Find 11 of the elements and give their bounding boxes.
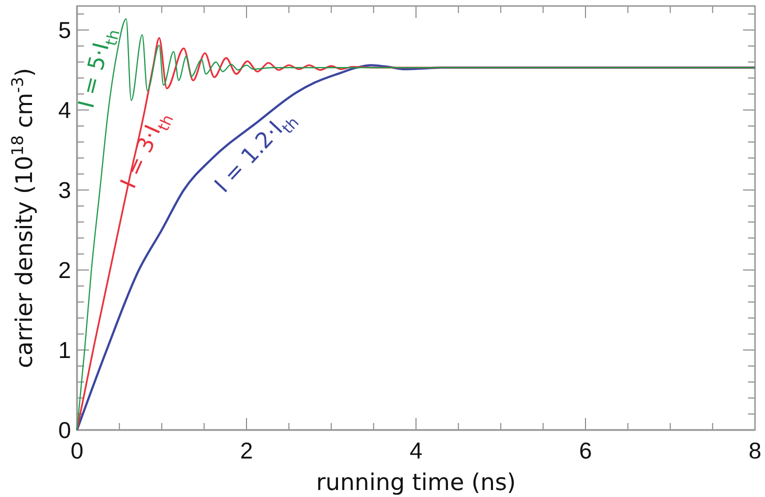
y-tick-label: 3 [58, 177, 71, 204]
x-tick-label: 6 [579, 437, 592, 464]
y-tick-label: 5 [58, 17, 71, 44]
x-axis-title: running time (ns) [316, 470, 516, 496]
y-tick-label: 1 [58, 337, 71, 364]
y-tick-label: 0 [58, 417, 71, 444]
x-tick-label: 8 [748, 437, 762, 464]
x-tick-label: 2 [240, 437, 253, 464]
y-tick-label: 2 [58, 257, 71, 284]
y-tick-label: 4 [58, 97, 72, 124]
x-tick-label: 4 [410, 437, 423, 464]
